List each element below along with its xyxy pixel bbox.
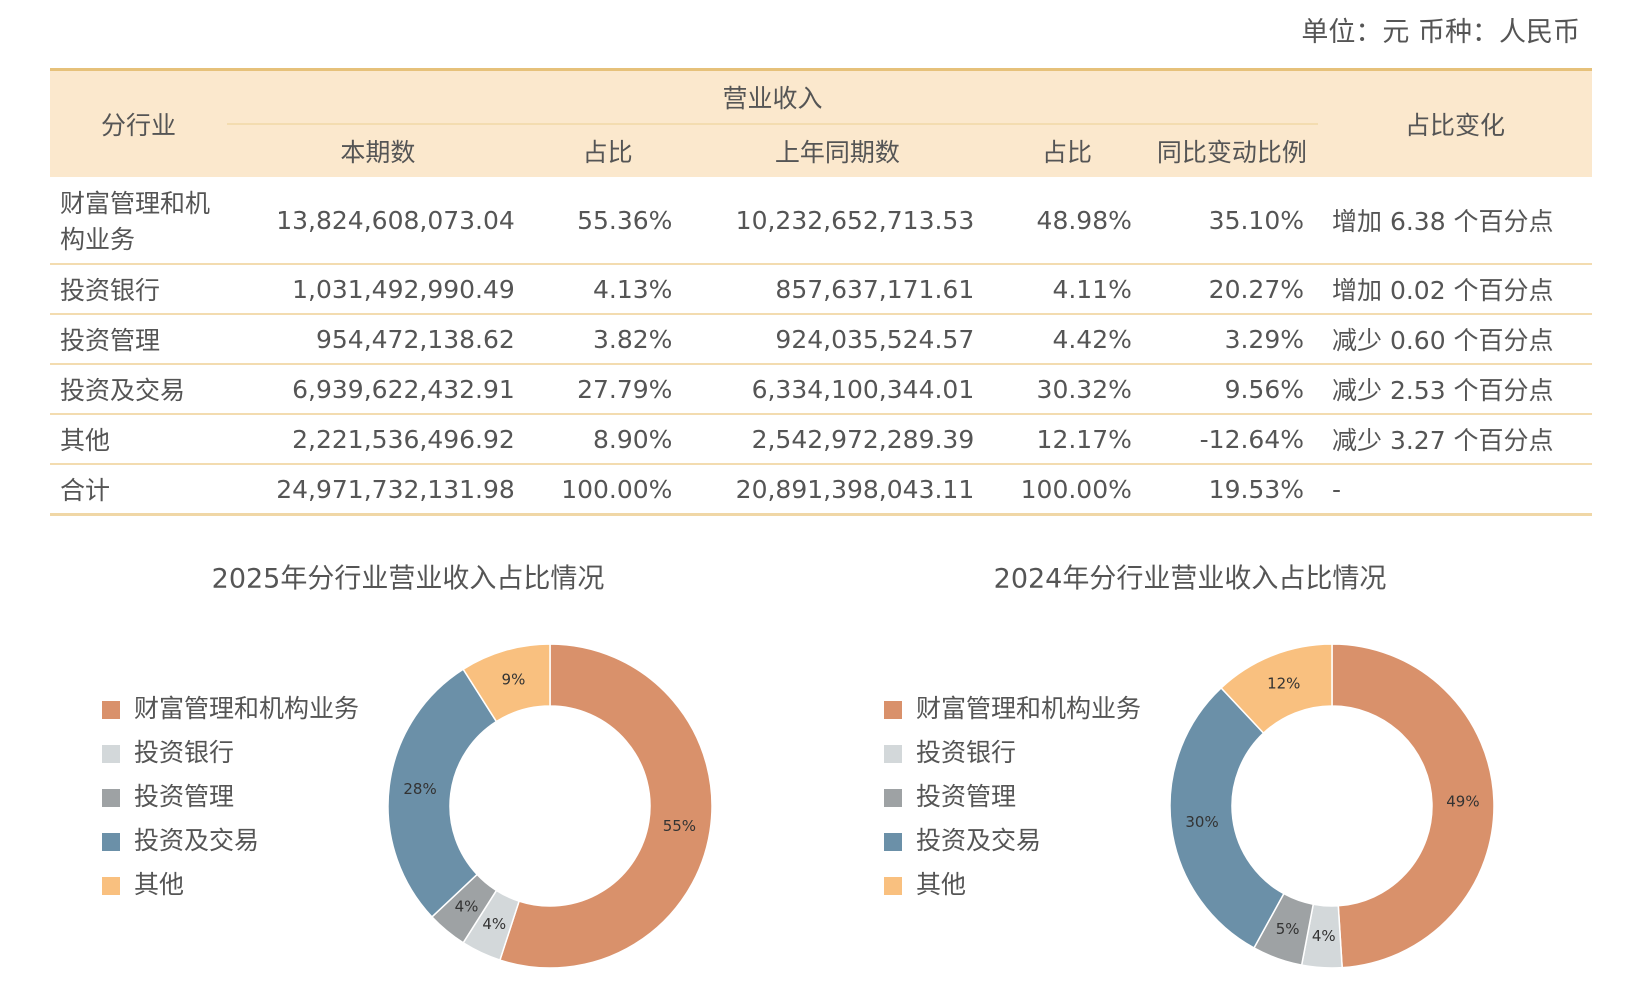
header-cell: 分行业	[50, 68, 227, 177]
table-cell: 投资管理	[50, 314, 227, 365]
legend-swatch	[102, 833, 120, 851]
legend-label: 投资银行	[916, 738, 1016, 767]
table-cell: 4.11%	[988, 264, 1146, 315]
table-cell: 财富管理和机构业务	[50, 177, 227, 265]
chart-title: 2025年分行业营业收入占比情况	[212, 564, 605, 595]
table-cell: 6,334,100,344.01	[686, 364, 989, 415]
table-cell: 9.56%	[1145, 364, 1318, 415]
table-cell: 48.98%	[988, 177, 1146, 265]
slice-label: 4%	[482, 915, 506, 933]
revenue-table: 分行业 营业收入 占比变化 本期数 占比 上年同期数 占比 同比变动比例 财富管…	[50, 68, 1592, 516]
table-cell: 55.36%	[528, 177, 687, 265]
table-row: 财富管理和机构业务 13,824,608,073.04 55.36% 10,232,6…	[50, 177, 1592, 265]
legend-swatch	[102, 789, 120, 807]
table-cell: 减少 2.53 个百分点	[1318, 364, 1592, 415]
legend-label: 财富管理和机构业务	[916, 694, 1141, 723]
table-cell: 减少 3.27 个百分点	[1318, 414, 1592, 465]
table-body: 财富管理和机构业务 13,824,608,073.04 55.36% 10,232,6…	[50, 177, 1592, 516]
table-row: 其他 2,221,536,496.92 8.90% 2,542,972,289.39 1…	[50, 414, 1592, 465]
legend-swatch	[884, 833, 902, 851]
table-cell: 3.29%	[1145, 314, 1318, 365]
table-cell: 投资及交易	[50, 364, 227, 415]
table-cell: 6,939,622,432.91	[227, 364, 529, 415]
table-cell: 4.42%	[988, 314, 1146, 365]
table-cell: 954,472,138.62	[227, 314, 529, 365]
pie-slice	[462, 643, 551, 723]
table-cell: 增加 0.02 个百分点	[1318, 264, 1592, 315]
slice-label: 49%	[1446, 792, 1479, 810]
table-cell: 35.10%	[1145, 177, 1318, 265]
header-cell: 占比变化	[1318, 68, 1592, 177]
table-cell: 27.79%	[528, 364, 687, 415]
table-cell: 2,221,536,496.92	[227, 414, 529, 465]
table-cell: 24,971,732,131.98	[227, 464, 529, 516]
legend-swatch	[102, 877, 120, 895]
table-cell: 3.82%	[528, 314, 687, 365]
header-cell: 占比	[528, 123, 687, 177]
pie-slice	[1220, 643, 1333, 735]
table-cell: 12.17%	[988, 414, 1146, 465]
table-cell: 20,891,398,043.11	[686, 464, 989, 516]
legend-swatch	[884, 701, 902, 719]
header-cell: 本期数	[227, 123, 529, 177]
legend-label: 其他	[916, 870, 966, 899]
table-cell: 减少 0.60 个百分点	[1318, 314, 1592, 365]
table-cell: 20.27%	[1145, 264, 1318, 315]
table-cell: -12.64%	[1145, 414, 1318, 465]
table-cell: -	[1318, 464, 1592, 516]
table-cell: 13,824,608,073.04	[227, 177, 529, 265]
table-cell: 2,542,972,289.39	[686, 414, 989, 465]
table-cell: 合计	[50, 464, 227, 516]
table-cell: 100.00%	[528, 464, 687, 516]
slice-label: 30%	[1185, 813, 1218, 831]
table-cell: 其他	[50, 414, 227, 465]
table-cell: 857,637,171.61	[686, 264, 989, 315]
table-cell: 投资银行	[50, 264, 227, 315]
slice-label: 4%	[1312, 927, 1336, 945]
table-cell: 10,232,652,713.53	[686, 177, 989, 265]
legend-label: 投资管理	[134, 782, 234, 811]
legend-label: 投资银行	[134, 738, 234, 767]
table-cell: 30.32%	[988, 364, 1146, 415]
slice-label: 5%	[1276, 920, 1300, 938]
pie-slice	[498, 643, 713, 969]
table-row: 合计 24,971,732,131.98 100.00% 20,891,398,043…	[50, 464, 1592, 516]
table-cell: 100.00%	[988, 464, 1146, 516]
table-row: 投资管理 954,472,138.62 3.82% 924,035,524.57 4.4…	[50, 314, 1592, 365]
header-cell: 同比变动比例	[1145, 123, 1318, 177]
header-cell: 上年同期数	[686, 123, 989, 177]
header-cell: 营业收入	[227, 68, 1318, 124]
table-cell: 4.13%	[528, 264, 687, 315]
table-cell: 8.90%	[528, 414, 687, 465]
table-row: 投资及交易 6,939,622,432.91 27.79% 6,334,100,344…	[50, 364, 1592, 415]
pie-slice	[387, 668, 498, 918]
legend-label: 财富管理和机构业务	[134, 694, 359, 723]
legend-label: 投资及交易	[916, 826, 1041, 855]
legend-swatch	[102, 745, 120, 763]
legend-swatch	[884, 877, 902, 895]
unit-note: 单位：元 币种：人民币	[1301, 17, 1580, 48]
legend-swatch	[884, 789, 902, 807]
slice-label: 4%	[455, 897, 479, 915]
legend-label: 其他	[134, 870, 184, 899]
slice-label: 12%	[1267, 675, 1300, 693]
table-cell: 19.53%	[1145, 464, 1318, 516]
table-cell: 924,035,524.57	[686, 314, 989, 365]
legend-swatch	[884, 745, 902, 763]
legend-label: 投资管理	[916, 782, 1016, 811]
legend-swatch	[102, 701, 120, 719]
table-cell: 增加 6.38 个百分点	[1318, 177, 1592, 265]
slice-label: 55%	[663, 817, 696, 835]
slice-label: 28%	[403, 780, 436, 798]
table-row: 投资银行 1,031,492,990.49 4.13% 857,637,171.61 4…	[50, 264, 1592, 315]
pie-slice	[1331, 643, 1495, 969]
table-cell: 1,031,492,990.49	[227, 264, 529, 315]
pie-slice	[1169, 686, 1285, 949]
legend-label: 投资及交易	[134, 826, 259, 855]
header-cell: 占比	[988, 123, 1146, 177]
chart-title: 2024年分行业营业收入占比情况	[994, 564, 1387, 595]
slice-label: 9%	[502, 671, 526, 689]
